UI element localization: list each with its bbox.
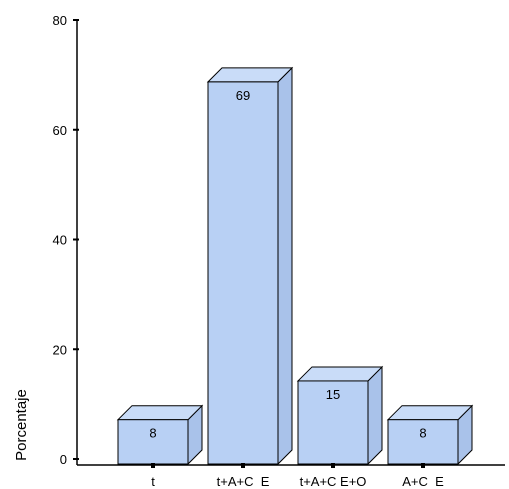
x-tick-mark: [241, 463, 245, 468]
x-tick-label: t: [151, 474, 155, 489]
x-tick-label: A+C E: [402, 474, 444, 489]
y-ticks: 0 20 40 60 80: [53, 13, 79, 467]
bar: 8: [386, 404, 474, 466]
data-label: 8: [149, 426, 156, 441]
bar-top-face: [386, 405, 474, 421]
x-tick-mark: [151, 463, 155, 468]
data-label: 8: [419, 426, 426, 441]
x-tick-label: t+A+C E+O: [300, 474, 367, 489]
y-tick-label: 40: [53, 233, 67, 248]
bar-top-face: [296, 366, 384, 382]
data-label: 69: [236, 88, 250, 103]
data-label: 15: [326, 387, 340, 402]
axes: [76, 20, 505, 466]
bars: 8 69 15 8: [116, 66, 474, 466]
bar-top-face: [206, 67, 294, 83]
bar-front-face: [297, 380, 369, 465]
y-tick-label: 80: [53, 13, 67, 28]
bar: 15: [296, 365, 384, 466]
x-tick-mark: [331, 463, 335, 468]
bar: 8: [116, 404, 204, 466]
y-axis-title: Porcentaje: [13, 389, 30, 461]
y-tick-label: 0: [60, 452, 67, 467]
y-tick-label: 20: [53, 342, 67, 357]
x-tick-label: t+A+C E: [217, 474, 270, 489]
bar: 69: [206, 66, 294, 466]
x-tick-mark: [421, 463, 425, 468]
bar-front-face: [387, 419, 459, 465]
bar-front-face: [207, 81, 279, 465]
bar-side-face: [277, 66, 293, 466]
bar-side-face: [367, 365, 383, 466]
y-tick-label: 60: [53, 123, 67, 138]
bar-top-face: [116, 405, 204, 421]
x-ticks: t t+A+C E t+A+C E+O A+C E: [151, 463, 444, 489]
